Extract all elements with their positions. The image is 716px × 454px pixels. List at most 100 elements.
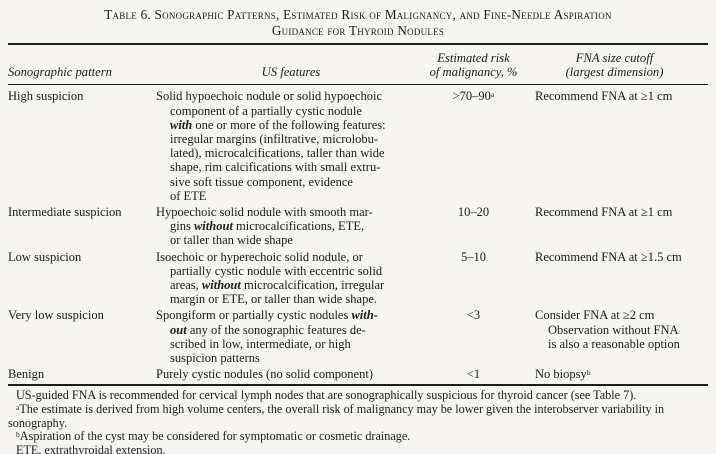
text-segment: out bbox=[170, 322, 187, 337]
text-line: of ETE bbox=[156, 189, 426, 203]
text-segment: a bbox=[490, 89, 495, 99]
text-segment: component of a partially cystic nodule bbox=[170, 103, 362, 118]
text-segment: suspicion patterns bbox=[170, 351, 260, 366]
text-segment: b bbox=[16, 429, 20, 439]
text-segment: irregular margins (infiltrative, microlo… bbox=[170, 132, 379, 146]
text-line: FNA size cutoff bbox=[575, 51, 654, 65]
text-segment: one or more of the following features: bbox=[192, 117, 386, 132]
text-segment: 5–10 bbox=[461, 249, 486, 264]
us-features-cell: Hypoechoic solid nodule with smooth mar-… bbox=[156, 205, 426, 248]
text-segment: Recommend FNA at ≥1.5 cm bbox=[535, 249, 682, 264]
fna-size-cutoff-cell: No biopsyb bbox=[521, 367, 708, 381]
text-segment: Observation without FNA bbox=[548, 322, 679, 337]
sonographic-pattern-cell: High suspicion bbox=[8, 89, 84, 104]
text-line: irregular margins (infiltrative, microlo… bbox=[156, 132, 426, 146]
text-segment: shape, rim calcifications with small ext… bbox=[170, 160, 381, 175]
text-line: suspicion patterns bbox=[156, 351, 426, 365]
text-segment: margin or ETE, or taller than wide shape… bbox=[170, 292, 377, 307]
text-segment: >70–90 bbox=[452, 89, 491, 104]
text-segment: a bbox=[16, 402, 20, 412]
text-line: Consider FNA at ≥2 cm bbox=[535, 308, 708, 322]
text-line: Solid hypoechoic nodule or solid hypoech… bbox=[156, 89, 426, 103]
risk-of-malignancy-cell: 5–10 bbox=[426, 250, 521, 307]
column-header-us-features: US features bbox=[156, 51, 426, 79]
sonographic-pattern-cell: Very low suspicion bbox=[8, 308, 104, 323]
text-line: margin or ETE, or taller than wide shape… bbox=[156, 292, 426, 306]
table-row: High suspicion Solid hypoechoic nodule o… bbox=[8, 89, 708, 203]
text-segment: or taller than wide shape bbox=[170, 233, 293, 248]
column-header-estimated-risk: Estimated risk of malignancy, % bbox=[426, 51, 521, 79]
text-segment: areas, bbox=[170, 278, 202, 293]
text-line: Recommend FNA at ≥1.5 cm bbox=[535, 250, 708, 264]
text-line: or taller than wide shape bbox=[156, 233, 426, 247]
text-line: of malignancy, % bbox=[429, 65, 518, 79]
text-line: Recommend FNA at ≥1 cm bbox=[535, 89, 708, 103]
column-header-fna-size-cutoff: FNA size cutoff (largest dimension) bbox=[521, 51, 708, 79]
text-line: component of a partially cystic nodule bbox=[156, 104, 426, 118]
text-segment: Isoechoic or hyperechoic solid nodule, o… bbox=[156, 249, 363, 264]
text-segment: Hypoechoic solid nodule with smooth mar- bbox=[156, 205, 373, 220]
text-segment: US-guided FNA is recommended for cervica… bbox=[16, 388, 637, 403]
table-header-row: Sonographic pattern US features Estimate… bbox=[8, 45, 708, 84]
table-row: Low suspicion Isoechoic or hyperechoic s… bbox=[8, 250, 708, 307]
text-line: Sonographic pattern bbox=[8, 65, 112, 79]
text-line: lated), microcalcifications, taller than… bbox=[156, 146, 426, 160]
text-segment: microcalcification, irregular bbox=[240, 278, 385, 293]
text-line: Purely cystic nodules (no solid componen… bbox=[156, 367, 426, 381]
sonographic-pattern-cell: Benign bbox=[8, 367, 45, 382]
text-line: aThe estimate is derived from high volum… bbox=[8, 402, 708, 430]
text-segment: Purely cystic nodules (no solid componen… bbox=[156, 367, 373, 382]
text-line: Observation without FNA bbox=[535, 323, 708, 337]
text-segment: partially cystic nodule with eccentric s… bbox=[170, 263, 383, 278]
footnotes: US-guided FNA is recommended for cervica… bbox=[8, 389, 708, 454]
text-line: ETE, extrathyroidal extension. bbox=[8, 442, 708, 454]
text-line: gins without microcalcifications, ETE, bbox=[156, 219, 426, 233]
text-segment: Spongiform or partially cystic nodules bbox=[156, 308, 352, 323]
text-line: sive soft tissue component, evidence bbox=[156, 175, 426, 189]
top-rule bbox=[8, 43, 708, 45]
text-segment: Recommend FNA at ≥1 cm bbox=[535, 89, 673, 104]
column-header-sonographic-pattern: Sonographic pattern bbox=[8, 51, 156, 79]
text-segment: ETE, extrathyroidal extension. bbox=[16, 442, 166, 454]
footnote-rule bbox=[8, 384, 708, 387]
table-row: Intermediate suspicion Hypoechoic solid … bbox=[8, 205, 708, 248]
risk-of-malignancy-cell: >70–90a bbox=[426, 89, 521, 203]
text-line: partially cystic nodule with eccentric s… bbox=[156, 264, 426, 278]
text-line: with one or more of the following featur… bbox=[156, 118, 426, 132]
text-line: areas, without microcalcification, irreg… bbox=[156, 278, 426, 292]
sonographic-pattern-cell: Intermediate suspicion bbox=[8, 205, 122, 220]
header-rule bbox=[8, 84, 708, 86]
fna-size-cutoff-cell: Consider FNA at ≥2 cm Observation without… bbox=[521, 308, 708, 365]
table-title: Table 6. Sonographic Patterns, Estimated… bbox=[8, 7, 708, 39]
table-row: Very low suspicion Spongiform or partial… bbox=[8, 308, 708, 365]
risk-of-malignancy-cell: <1 bbox=[426, 367, 521, 381]
text-segment: b bbox=[586, 367, 591, 377]
text-line: Estimated risk bbox=[437, 51, 510, 65]
text-segment: is also a reasonable option bbox=[548, 336, 680, 351]
text-segment: lated), microcalcifications, taller than… bbox=[170, 146, 385, 161]
text-segment: without bbox=[201, 278, 241, 293]
text-segment: gins bbox=[170, 219, 194, 234]
text-line: US features bbox=[261, 65, 321, 79]
text-segment: sive soft tissue component, evidence bbox=[170, 174, 353, 189]
text-segment: Solid hypoechoic nodule or solid hypoech… bbox=[156, 89, 383, 104]
text-line: US-guided FNA is recommended for cervica… bbox=[8, 389, 708, 403]
text-line: Hypoechoic solid nodule with smooth mar- bbox=[156, 205, 426, 219]
us-features-cell: Spongiform or partially cystic nodules w… bbox=[156, 308, 426, 365]
fna-size-cutoff-cell: Recommend FNA at ≥1 cm bbox=[521, 205, 708, 248]
table-row: Benign Purely cystic nodules (no solid c… bbox=[8, 367, 708, 381]
us-features-cell: Isoechoic or hyperechoic solid nodule, o… bbox=[156, 250, 426, 307]
text-segment: scribed in low, intermediate, or high bbox=[170, 336, 351, 351]
text-segment: Recommend FNA at ≥1 cm bbox=[535, 205, 673, 220]
text-segment: of ETE bbox=[170, 188, 207, 203]
fna-size-cutoff-cell: Recommend FNA at ≥1.5 cm bbox=[521, 250, 708, 307]
text-line: Recommend FNA at ≥1 cm bbox=[535, 205, 708, 219]
text-line: Spongiform or partially cystic nodules w… bbox=[156, 308, 426, 322]
text-line: Isoechoic or hyperechoic solid nodule, o… bbox=[156, 250, 426, 264]
text-line: No biopsyb bbox=[535, 367, 708, 381]
text-segment: <3 bbox=[466, 308, 481, 323]
text-segment: Consider FNA at ≥2 cm bbox=[535, 308, 655, 323]
text-segment: <1 bbox=[466, 367, 481, 382]
text-segment: The estimate is derived from high volume… bbox=[8, 402, 665, 430]
